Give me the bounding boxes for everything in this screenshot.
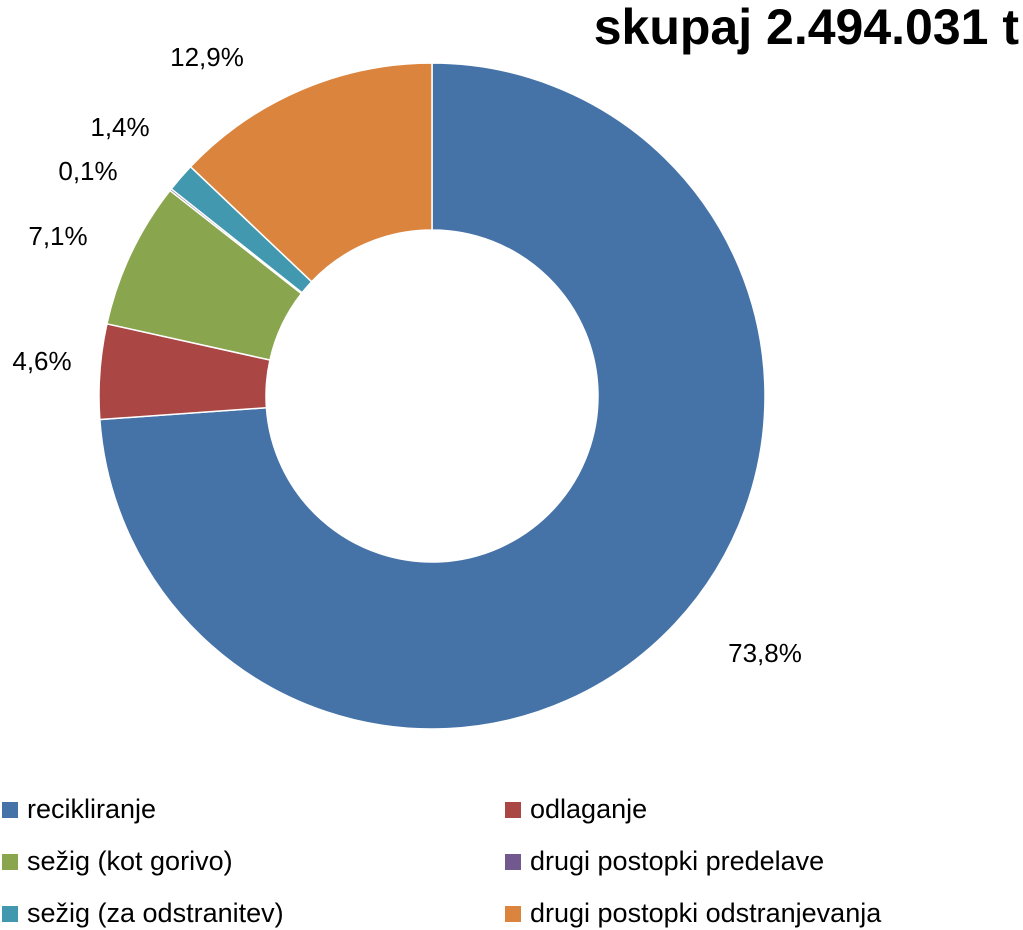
legend-label: drugi postopki odstranjevanja xyxy=(530,898,882,928)
legend-item: sežig (za odstranitev) xyxy=(2,898,284,929)
legend-swatch xyxy=(2,853,18,870)
legend-swatch xyxy=(2,801,18,818)
legend-label: recikliranje xyxy=(27,794,157,824)
legend-label: drugi postopki predelave xyxy=(530,846,825,876)
legend-swatch xyxy=(2,905,18,922)
legend-label: sežig (za odstranitev) xyxy=(27,898,284,928)
slice-label-3: 0,1% xyxy=(58,156,117,186)
slice-5 xyxy=(189,62,433,283)
slice-label-0: 73,8% xyxy=(728,638,802,668)
legend-item: drugi postopki predelave xyxy=(505,846,824,877)
slice-label-5: 12,9% xyxy=(170,42,244,72)
legend-label: odlaganje xyxy=(530,794,648,824)
slice-label-4: 1,4% xyxy=(90,112,149,142)
donut-chart: 73,8% 4,6% 7,1% 0,1% 1,4% 12,9% xyxy=(12,42,802,730)
chart-title: skupaj 2.494.031 t xyxy=(593,0,1019,55)
legend-item: drugi postopki odstranjevanja xyxy=(505,898,881,929)
legend-label: sežig (kot gorivo) xyxy=(27,846,233,876)
legend-item: recikliranje xyxy=(2,794,156,825)
legend-swatch xyxy=(505,853,521,870)
slice-label-2: 7,1% xyxy=(28,221,87,251)
slice-label-1: 4,6% xyxy=(12,346,71,376)
legend: recikliranje odlaganje sežig (kot gorivo) d… xyxy=(0,790,1023,930)
legend-item: sežig (kot gorivo) xyxy=(2,846,233,877)
legend-swatch xyxy=(505,801,521,818)
slice-0 xyxy=(99,62,766,730)
legend-swatch xyxy=(505,905,521,922)
legend-item: odlaganje xyxy=(505,794,647,825)
